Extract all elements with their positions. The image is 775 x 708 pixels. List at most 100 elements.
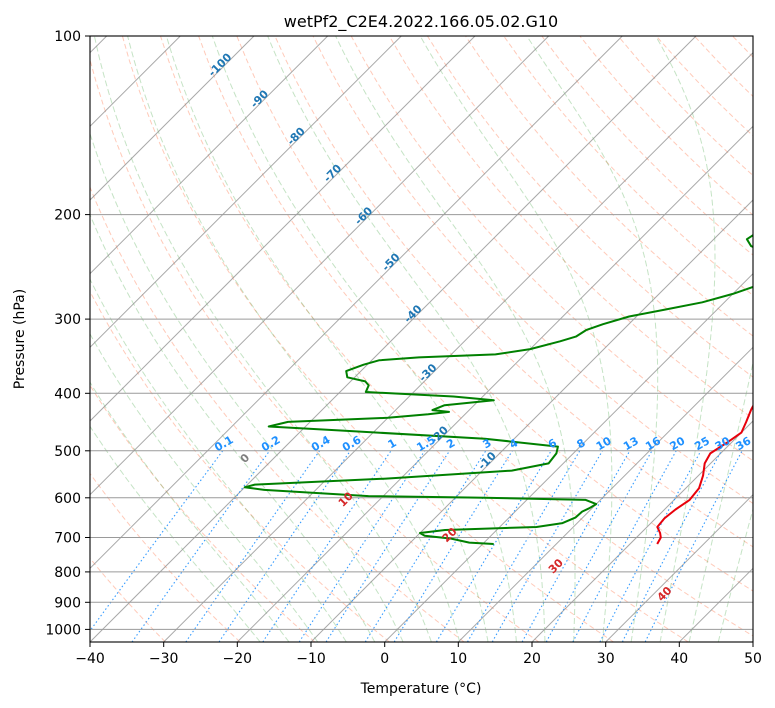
mixing-ratio-line <box>131 450 271 642</box>
isotherm-label: -80 <box>285 124 308 147</box>
mixing-ratio-line <box>644 450 743 642</box>
dry-adiabat <box>90 290 390 642</box>
x-tick-label: −20 <box>223 651 253 667</box>
isotherm-line <box>90 36 329 275</box>
moist-adiabat <box>526 36 659 642</box>
dry-adiabat <box>426 36 753 378</box>
dry-adiabat <box>655 36 753 137</box>
y-tick-label: 200 <box>54 208 81 224</box>
y-tick-label: 1000 <box>45 622 81 638</box>
isotherm-line <box>90 36 255 201</box>
dry-adiabat-label: 30 <box>546 556 566 576</box>
y-tick-label: 600 <box>54 491 81 507</box>
y-tick-label: 800 <box>54 565 81 581</box>
isotherm-line <box>90 36 697 642</box>
dry-adiabat <box>121 36 614 642</box>
dry-adiabat <box>90 557 166 642</box>
dry-adiabat <box>90 57 540 642</box>
x-tick-label: 20 <box>523 651 541 667</box>
y-tick-label: 700 <box>54 531 81 547</box>
moist-adiabat <box>419 36 613 642</box>
mixing-ratio-line <box>435 450 552 642</box>
mixing-ratio-line <box>364 450 487 642</box>
x-tick-label: 50 <box>744 651 762 667</box>
isotherm-line <box>384 272 753 642</box>
isotherm-label: -90 <box>248 87 271 110</box>
isotherm-line <box>310 199 753 642</box>
mixing-ratio-line <box>545 450 653 642</box>
dry-adiabat <box>693 36 753 98</box>
x-axis-label: Temperature (°C) <box>360 681 482 697</box>
x-tick-label: −40 <box>75 651 105 667</box>
x-tick-label: 40 <box>670 651 688 667</box>
dry-adiabat <box>388 36 753 420</box>
mixing-ratio-line <box>521 450 631 642</box>
y-axis-label: Pressure (hPa) <box>12 289 28 389</box>
dry-adiabat <box>732 36 753 58</box>
moist-adiabat <box>165 36 489 642</box>
dry-adiabat <box>198 36 753 637</box>
mixing-ratio-line <box>325 450 451 642</box>
dry-adiabat <box>236 36 753 592</box>
dry-adiabat <box>90 384 316 642</box>
dry-adiabat <box>160 36 689 642</box>
plot-frame <box>89 35 754 643</box>
background-lines <box>90 36 775 642</box>
mixing-ratio-label: 1 <box>386 436 399 451</box>
x-tick-label: 0 <box>380 651 389 667</box>
x-tick-label: 30 <box>597 651 615 667</box>
isotherm-line <box>678 567 753 642</box>
y-tick-label: 400 <box>54 386 81 402</box>
moist-adiabat <box>90 132 404 642</box>
y-tick-label: 500 <box>54 444 81 460</box>
x-tick-label: −30 <box>149 651 179 667</box>
moist-adiabat <box>90 278 347 642</box>
moist-adiabat <box>267 36 546 642</box>
moist-adiabat <box>717 507 753 642</box>
isotherm-line <box>457 346 753 642</box>
isotherm-line <box>531 420 753 642</box>
moist-adiabat <box>211 36 517 642</box>
mixing-ratio-line <box>185 450 321 642</box>
axes: −40 −30 −20 −10 0 10 20 30 40 5010020030040050060… <box>45 29 762 667</box>
moist-adiabat <box>90 213 376 642</box>
dry-adiabat <box>771 36 775 642</box>
moist-adiabat <box>90 425 261 642</box>
isotherm-label: -100 <box>206 50 235 79</box>
isotherm-line <box>90 36 550 496</box>
moist-adiabat <box>127 36 461 642</box>
moist-adiabat <box>93 36 432 642</box>
grid <box>90 36 753 642</box>
mixing-ratio-line <box>599 450 702 642</box>
isotherm-line <box>752 641 753 642</box>
isotherm-line <box>605 493 753 642</box>
isotherm-label: -50 <box>379 250 402 273</box>
mixing-ratio-label: 8 <box>574 436 587 451</box>
mixing-ratio-line <box>262 450 392 642</box>
x-tick-label: −10 <box>296 651 326 667</box>
y-tick-label: 900 <box>54 595 81 611</box>
mixing-ratio-line <box>572 450 677 642</box>
chart-title: wetPf2_C2E4.2022.166.05.02.G10 <box>284 12 558 32</box>
isotherm-label: -60 <box>352 204 375 227</box>
series-line-0 <box>656 404 753 545</box>
isotherm-label: -70 <box>321 161 344 184</box>
moist-adiabat <box>90 332 319 642</box>
dry-adiabat <box>503 36 753 296</box>
dry-adiabat-label: 20 <box>440 525 460 545</box>
isotherm-line <box>90 36 476 422</box>
in-plot-labels: -100-90-80-70-60-50-40-30-20-100.1 0.2 0.4… <box>206 50 754 604</box>
mixing-ratio-line <box>218 450 351 642</box>
series-line-1 <box>243 234 753 545</box>
y-tick-label: 300 <box>54 312 81 328</box>
dry-adiabat-label: 0 <box>238 451 253 466</box>
dry-adiabat <box>90 472 241 642</box>
isotherm-line <box>236 125 753 642</box>
mixing-ratio-line <box>90 450 224 632</box>
dry-adiabat <box>350 36 753 462</box>
isotherm-line <box>90 36 623 570</box>
moist-adiabat <box>90 381 290 642</box>
dry-adiabat <box>274 36 753 548</box>
x-tick-label: 10 <box>449 651 467 667</box>
dry-adiabat-label: 10 <box>336 489 356 509</box>
